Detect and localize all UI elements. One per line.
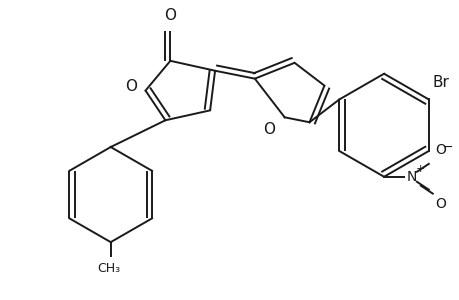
Text: Br: Br — [432, 75, 449, 90]
Text: O: O — [164, 8, 176, 23]
Text: −: − — [442, 140, 452, 154]
Text: O: O — [435, 196, 446, 211]
Text: +: + — [415, 164, 425, 174]
Text: O: O — [125, 79, 137, 94]
Text: CH₃: CH₃ — [97, 262, 120, 275]
Text: N: N — [406, 170, 416, 184]
Text: O: O — [435, 143, 446, 157]
Text: O: O — [262, 122, 274, 137]
